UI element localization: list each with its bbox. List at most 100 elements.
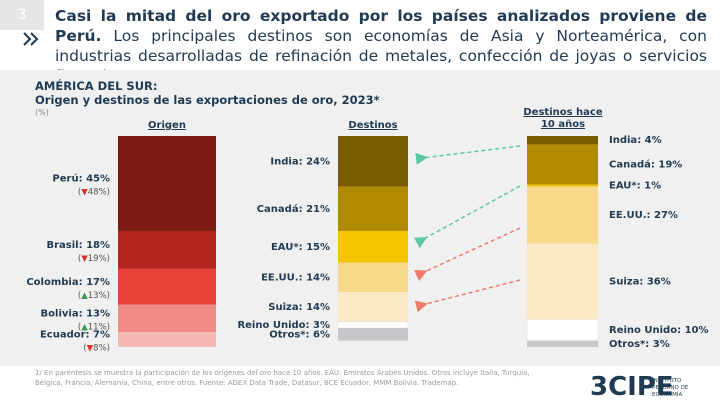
chart-title: AMÉRICA DEL SUR: Origen y destinos de las… — [35, 79, 380, 107]
previous-label: 13% — [88, 290, 107, 300]
arrow — [414, 227, 521, 281]
punct: ) — [107, 253, 110, 263]
category: Canadá — [257, 203, 299, 215]
value-label: 36% — [647, 277, 671, 288]
category: Ecuador — [40, 330, 86, 341]
category: Otros* — [269, 329, 306, 340]
segment — [527, 243, 598, 320]
value-label: 3% — [653, 339, 670, 350]
value-label: 10% — [685, 325, 709, 336]
value-label: 21% — [306, 204, 330, 215]
punct: ) — [107, 290, 110, 300]
category: Reino Unido — [609, 325, 677, 336]
category: India — [270, 156, 298, 167]
punct: ( — [78, 290, 81, 300]
slide-number: 3 — [0, 0, 44, 30]
previous-label: 11% — [88, 322, 107, 332]
value-label: 15% — [306, 242, 330, 253]
category: EAU* — [609, 181, 637, 192]
previous-share: (▲11%) — [78, 322, 110, 332]
segment — [527, 136, 598, 145]
punct: : — [637, 135, 644, 146]
category: Colombia — [26, 277, 78, 288]
previous-share: (▲13%) — [78, 290, 110, 300]
previous-label: 19% — [88, 253, 107, 263]
segment-label: Colombia: 17% — [26, 277, 110, 288]
punct: : — [306, 320, 313, 331]
value-label: 3% — [313, 320, 330, 331]
column-title: Destinos hace 10 años — [523, 107, 603, 130]
segment-label: EAU*: 1% — [609, 181, 661, 192]
previous-label: 8% — [93, 343, 107, 353]
segment-label: Bolivia: 13% — [41, 309, 110, 320]
category: Reino Unido — [237, 320, 305, 331]
arrow — [414, 279, 521, 313]
category: EE.UU. — [261, 272, 299, 283]
segment — [118, 304, 216, 333]
punct: : — [677, 325, 684, 336]
category: Canadá — [609, 158, 651, 170]
segment — [338, 328, 408, 341]
punct: : — [79, 277, 86, 288]
punct: : — [86, 330, 93, 341]
segment-label: Suiza: 36% — [609, 277, 671, 288]
segment-label: Reino Unido: 3% — [237, 320, 330, 331]
segment — [118, 268, 216, 305]
value-label: 19% — [658, 159, 682, 170]
trend-marker: ▼ — [87, 343, 94, 353]
punct: : — [299, 272, 306, 283]
category: EAU* — [271, 242, 299, 253]
segment-label: Brasil: 18% — [46, 240, 110, 251]
previous-share: (▼19%) — [78, 253, 110, 263]
segment-label: Canadá: 21% — [257, 203, 330, 215]
punct: : — [647, 210, 654, 221]
trend-marker: ▼ — [81, 253, 88, 263]
trend-marker: ▲ — [81, 322, 88, 332]
segment-label: India: 4% — [609, 135, 662, 146]
punct: ( — [78, 253, 81, 263]
value-label: 18% — [86, 240, 110, 251]
headline-bold: Casi la mitad del oro exportado por los … — [55, 7, 707, 45]
category: Suiza — [609, 277, 639, 288]
unit: (%) — [35, 108, 49, 117]
punct: ( — [83, 343, 86, 353]
segment — [527, 186, 598, 244]
footnote: 1/ En paréntesis se muestra la participa… — [35, 369, 530, 387]
category: Suiza — [268, 302, 298, 313]
punct: ( — [78, 322, 81, 332]
category: India — [609, 135, 637, 146]
category: EE.UU. — [609, 210, 647, 221]
arrow — [415, 145, 521, 165]
category: Brasil — [46, 240, 78, 251]
punct: : — [639, 277, 646, 288]
punct: ) — [107, 187, 110, 197]
segment — [118, 136, 216, 231]
logo: 3CIPE — [590, 372, 674, 402]
punct: : — [299, 156, 306, 167]
previous-share: (▼48%) — [78, 187, 110, 197]
arrows — [413, 145, 521, 313]
segment-label: Canadá: 19% — [609, 158, 682, 170]
column-title: Destinos — [348, 120, 398, 131]
punct: : — [645, 339, 652, 350]
punct: : — [79, 240, 86, 251]
segment — [527, 340, 598, 347]
segment — [338, 186, 408, 231]
chevrons — [23, 32, 39, 46]
segment — [338, 230, 408, 263]
segment-label: EE.UU.: 27% — [609, 210, 678, 221]
category: Bolivia — [41, 309, 79, 320]
punct: : — [299, 302, 306, 313]
value-label: 1% — [644, 181, 661, 192]
category: Perú — [52, 172, 78, 184]
chart-subtitle: Origen y destinos de las exportaciones d… — [35, 93, 380, 107]
punct: : — [79, 173, 86, 184]
segment-label: Otros*: 6% — [269, 329, 330, 340]
value-label: 13% — [86, 309, 110, 320]
punct: : — [299, 204, 306, 215]
value-label: 6% — [313, 329, 330, 340]
previous-share: (▼8%) — [83, 343, 110, 353]
value-label: 4% — [645, 135, 662, 146]
value-label: 14% — [306, 272, 330, 283]
